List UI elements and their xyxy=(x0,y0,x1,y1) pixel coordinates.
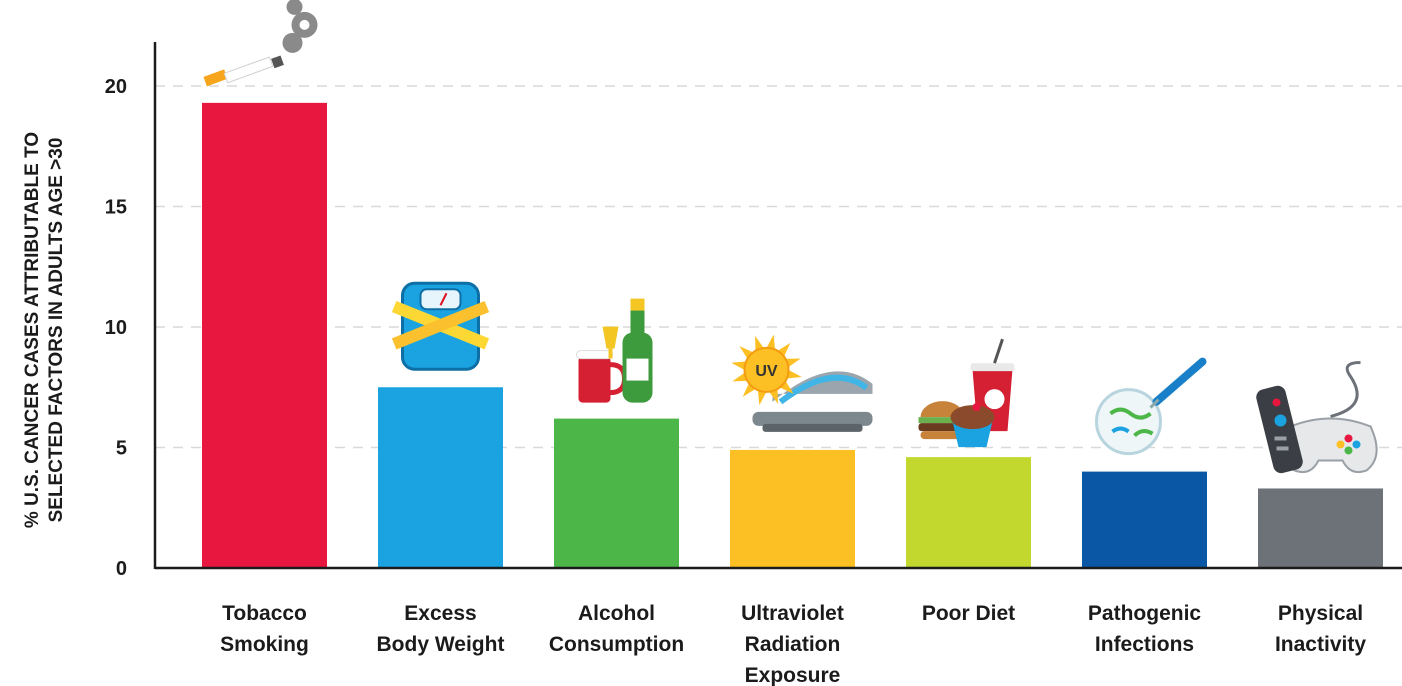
drinks-icon xyxy=(576,298,653,403)
y-tick-label: 0 xyxy=(116,558,127,580)
y-tick-label: 15 xyxy=(105,197,127,219)
axes xyxy=(153,42,1402,570)
y-tick-label: 10 xyxy=(105,317,127,339)
bar-5 xyxy=(906,457,1031,568)
bar-6 xyxy=(1082,471,1207,568)
x-category-label: Physical Inactivity xyxy=(1275,602,1366,656)
x-axis-labels: Tobacco Smoking Excess Body Weight Alcohol Co… xyxy=(220,602,1366,686)
x-category-label: Ultraviolet Radiation Exposure xyxy=(741,602,844,686)
uv-tanning-bed-icon: UV xyxy=(731,334,873,432)
bars xyxy=(202,102,1383,569)
petri-dish-icon xyxy=(1095,357,1207,456)
x-category-label: Excess Body Weight xyxy=(377,602,505,656)
y-axis-label: % U.S. CANCER CASES ATTRIBUTABLE TO SELEC… xyxy=(22,132,67,528)
bar-2 xyxy=(378,387,503,568)
bar-4 xyxy=(730,449,855,568)
y-axis-ticks: 0 5 10 15 20 xyxy=(105,76,127,580)
bar-1 xyxy=(202,102,327,569)
svg-text:UV: UV xyxy=(755,363,778,380)
x-category-label: Poor Diet xyxy=(922,602,1015,625)
remote-gamepad-icon xyxy=(1256,360,1378,474)
bar-7 xyxy=(1258,488,1383,568)
scale-tape-icon xyxy=(391,281,490,371)
x-category-label: Alcohol Consumption xyxy=(549,602,684,656)
y-axis-title: % U.S. CANCER CASES ATTRIBUTABLE TO SELEC… xyxy=(22,132,67,528)
y-tick-label: 20 xyxy=(105,76,127,98)
cigarette-icon xyxy=(203,0,318,87)
gridlines xyxy=(155,85,1402,449)
fast-food-icon xyxy=(918,338,1015,448)
bar-icons: UV xyxy=(203,0,1378,474)
x-category-label: Tobacco Smoking xyxy=(220,602,309,656)
y-tick-label: 5 xyxy=(116,438,127,460)
x-category-label: Pathogenic Infections xyxy=(1088,602,1202,656)
bar-3 xyxy=(554,418,679,568)
